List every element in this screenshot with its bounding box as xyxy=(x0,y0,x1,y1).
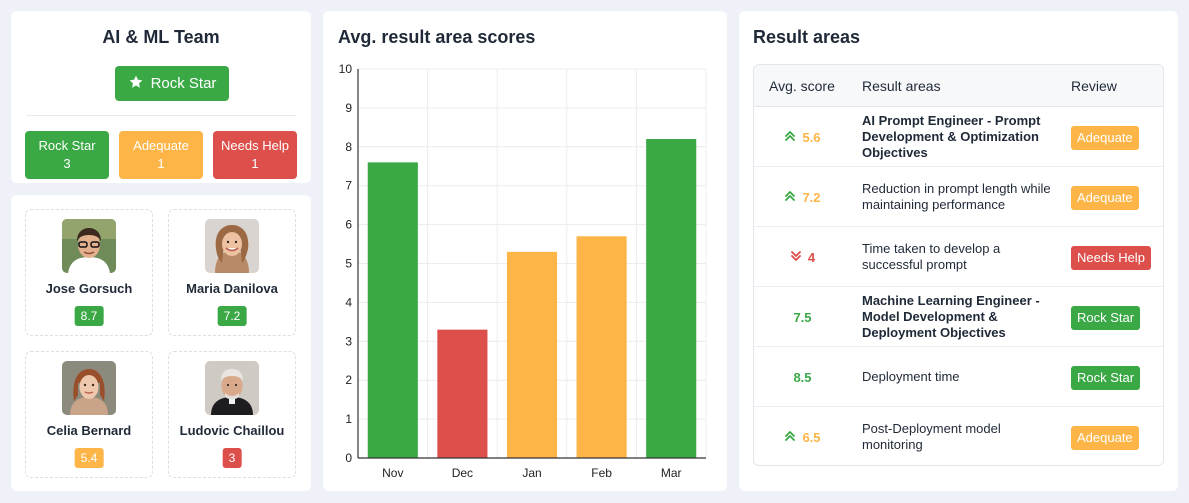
avg-score: 5.6 xyxy=(802,129,821,145)
avg-score: 7.2 xyxy=(802,189,821,205)
count-adequate[interactable]: Adequate 1 xyxy=(119,131,203,179)
result-areas-title: Result areas xyxy=(753,27,861,47)
table-row[interactable]: 8.5 Deployment time Rock Star xyxy=(754,347,1163,407)
score-cell: 8.5 xyxy=(754,347,851,407)
y-tick-label: 2 xyxy=(345,373,352,387)
count-value: 1 xyxy=(157,156,165,171)
avg-score: 7.5 xyxy=(793,309,812,325)
review-badge[interactable]: Adequate xyxy=(1071,126,1139,150)
review-badge[interactable]: Adequate xyxy=(1071,426,1139,450)
count-needs-help[interactable]: Needs Help 1 xyxy=(213,131,297,179)
column-header-area[interactable]: Result areas xyxy=(862,78,941,94)
result-area-name: Machine Learning Engineer - Model Develo… xyxy=(862,293,1040,340)
member-card[interactable]: Celia Bernard 5.4 xyxy=(25,351,153,478)
trend-up-icon xyxy=(784,130,796,145)
member-card[interactable]: Jose Gorsuch 8.7 xyxy=(25,209,153,336)
column-header-score[interactable]: Avg. score xyxy=(769,78,835,94)
x-tick-label: Jan xyxy=(522,466,541,480)
y-tick-label: 9 xyxy=(345,101,352,115)
chart-title: Avg. result area scores xyxy=(338,27,536,47)
trend-up-icon xyxy=(784,190,796,205)
result-area-name: Deployment time xyxy=(862,369,960,384)
review-badge[interactable]: Rock Star xyxy=(1071,306,1141,330)
review-badge[interactable]: Needs Help xyxy=(1071,246,1151,270)
avatar xyxy=(205,219,259,273)
bar-jan[interactable] xyxy=(506,251,558,458)
member-score-badge: 7.2 xyxy=(217,306,247,326)
trend-down-icon xyxy=(790,250,802,265)
y-tick-label: 8 xyxy=(345,140,352,154)
table-row[interactable]: 4 Time taken to develop a successful prom… xyxy=(754,227,1163,287)
x-tick-label: Mar xyxy=(661,466,682,480)
count-label: Adequate xyxy=(133,138,189,153)
member-name: Maria Danilova xyxy=(186,281,278,296)
table-row[interactable]: 5.6 AI Prompt Engineer - Prompt Developme… xyxy=(754,107,1163,167)
result-areas-card: Result areas Avg. score Result areas Rev… xyxy=(739,11,1178,491)
team-members-card: Jose Gorsuch 8.7 Maria Danilova 7.2 xyxy=(11,195,311,491)
result-area-name: AI Prompt Engineer - Prompt Development … xyxy=(862,113,1041,160)
team-rating-badge[interactable]: Rock Star xyxy=(115,66,229,101)
count-value: 3 xyxy=(63,156,71,171)
y-tick-label: 5 xyxy=(345,257,352,271)
y-tick-label: 1 xyxy=(345,412,352,426)
table-header: Avg. score Result areas Review xyxy=(754,65,1163,107)
score-cell: 4 xyxy=(754,227,851,287)
score-cell: 5.6 xyxy=(754,107,851,167)
review-badge[interactable]: Rock Star xyxy=(1071,366,1141,390)
score-cell: 7.5 xyxy=(754,287,851,347)
result-area-name: Time taken to develop a successful promp… xyxy=(862,241,1001,272)
team-badge-label: Rock Star xyxy=(150,75,217,92)
team-title: AI & ML Team xyxy=(102,27,220,47)
table-row[interactable]: 7.5 Machine Learning Engineer - Model Dev… xyxy=(754,287,1163,347)
member-name: Celia Bernard xyxy=(46,423,132,438)
result-areas-table: Avg. score Result areas Review 5.6 AI Pro… xyxy=(753,64,1164,466)
y-tick-label: 4 xyxy=(345,295,352,309)
result-area-name: Reduction in prompt length while maintai… xyxy=(862,181,1051,212)
y-tick-label: 0 xyxy=(345,451,352,465)
count-rock-star[interactable]: Rock Star 3 xyxy=(25,131,109,179)
member-name: Ludovic Chaillou xyxy=(179,423,285,438)
bar-dec[interactable] xyxy=(437,329,488,458)
count-label: Rock Star xyxy=(38,138,96,153)
y-tick-label: 3 xyxy=(345,334,352,348)
y-tick-label: 6 xyxy=(345,218,352,232)
avg-score: 4 xyxy=(807,249,816,265)
bar-mar[interactable] xyxy=(646,139,697,458)
avatar xyxy=(205,361,259,415)
divider xyxy=(26,115,296,116)
member-score-badge: 5.4 xyxy=(74,448,104,468)
avatar xyxy=(62,361,116,415)
count-value: 1 xyxy=(251,156,259,171)
table-row[interactable]: 6.5 Post-Deployment model monitoring Adequ… xyxy=(754,407,1163,465)
avg-score: 6.5 xyxy=(802,429,821,445)
member-card[interactable]: Maria Danilova 7.2 xyxy=(168,209,296,336)
count-label: Needs Help xyxy=(221,138,289,153)
avatar xyxy=(62,219,116,273)
score-cell: 6.5 xyxy=(754,407,851,465)
x-tick-label: Feb xyxy=(591,466,612,480)
review-badge[interactable]: Adequate xyxy=(1071,186,1139,210)
trend-up-icon xyxy=(784,430,796,445)
team-summary-card: AI & ML Team Rock Star Rock Star 3 Adequ… xyxy=(11,11,311,183)
y-tick-label: 10 xyxy=(339,62,353,76)
member-card[interactable]: Ludovic Chaillou 3 xyxy=(168,351,296,478)
bar-nov[interactable] xyxy=(367,162,418,459)
result-area-name: Post-Deployment model monitoring xyxy=(862,421,1001,452)
member-name: Jose Gorsuch xyxy=(45,281,133,296)
score-chart-card: Avg. result area scores 0 1 2 3 4 5 6 7 8 9 10 Nov D… xyxy=(323,11,727,491)
x-tick-label: Dec xyxy=(452,466,473,480)
bar-feb[interactable] xyxy=(576,236,627,458)
member-score-badge: 8.7 xyxy=(74,306,104,326)
score-cell: 7.2 xyxy=(754,167,851,227)
y-tick-label: 7 xyxy=(345,179,352,193)
x-tick-label: Nov xyxy=(382,466,403,480)
column-header-review[interactable]: Review xyxy=(1071,78,1117,94)
member-score-badge: 3 xyxy=(222,448,242,468)
avg-score: 8.5 xyxy=(793,369,812,385)
table-row[interactable]: 7.2 Reduction in prompt length while main… xyxy=(754,167,1163,227)
bar-chart: 0 1 2 3 4 5 6 7 8 9 10 Nov Dec Jan Feb Mar xyxy=(339,62,707,480)
star-icon xyxy=(128,74,144,94)
